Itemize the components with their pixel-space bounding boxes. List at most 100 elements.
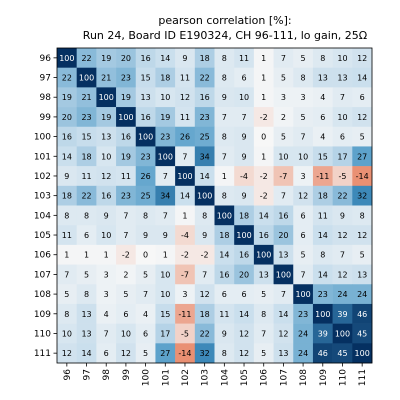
heatmap-cell <box>352 185 373 206</box>
heatmap-cell <box>332 205 353 226</box>
cell-value-label: -14 <box>356 172 369 181</box>
heatmap-cell <box>293 343 314 364</box>
heatmap-cell <box>135 67 156 88</box>
heatmap-cell <box>253 126 274 147</box>
heatmap-cell <box>76 264 97 285</box>
cell-value-label: 9 <box>143 231 148 240</box>
heatmap-cell <box>214 323 235 344</box>
cell-value-label: 8 <box>222 133 227 142</box>
heatmap-cell <box>352 146 373 167</box>
heatmap-cell <box>155 264 176 285</box>
cell-value-label: 8 <box>320 251 325 260</box>
heatmap-cell <box>293 146 314 167</box>
heatmap-cell <box>312 146 333 167</box>
cell-value-label: 2 <box>123 270 128 279</box>
cell-value-label: 13 <box>337 74 347 83</box>
heatmap-cell <box>253 323 274 344</box>
heatmap-cell <box>293 244 314 265</box>
cell-value-label: 26 <box>180 133 190 142</box>
heatmap-cell <box>175 146 196 167</box>
cell-value-label: 8 <box>143 211 148 220</box>
heatmap-cell <box>96 48 117 68</box>
y-tick-label: 96 <box>40 54 52 64</box>
cell-value-label: 9 <box>202 231 207 240</box>
x-tick-label: 102 <box>181 369 191 386</box>
heatmap-cell <box>175 343 196 364</box>
heatmap-cell <box>273 284 294 305</box>
y-tick-label: 97 <box>40 74 51 84</box>
cell-value-label: 14 <box>200 172 210 181</box>
x-tick-label: 99 <box>122 369 132 381</box>
heatmap-cell <box>234 166 255 187</box>
cell-value-label: 7 <box>123 231 128 240</box>
cell-value-label: 8 <box>222 349 227 358</box>
cell-value-label: 3 <box>281 93 286 102</box>
cell-value-label: 14 <box>239 310 249 319</box>
heatmap-cell <box>234 185 255 206</box>
cell-value-label: 7 <box>281 192 286 201</box>
y-tick-label: 98 <box>40 93 52 103</box>
cell-value-label: 5 <box>261 349 266 358</box>
heatmap-cell <box>312 48 333 68</box>
cell-value-label: 7 <box>261 329 266 338</box>
heatmap-cell <box>214 48 235 68</box>
cell-value-label: 1 <box>261 152 266 161</box>
cell-value-label: 14 <box>357 74 367 83</box>
cell-value-label: -11 <box>178 310 191 319</box>
cell-value-label: 16 <box>200 93 210 102</box>
cell-value-label: 39 <box>318 329 328 338</box>
heatmap-cell <box>116 225 137 246</box>
heatmap-cell <box>253 205 274 226</box>
heatmap-cell <box>57 284 77 305</box>
heatmap-cell <box>293 284 314 305</box>
cell-value-label: 10 <box>160 270 170 279</box>
y-tick-label: 107 <box>34 270 51 280</box>
cell-value-label: 12 <box>121 349 131 358</box>
cell-value-label: 4 <box>320 133 325 142</box>
heatmap-cell <box>273 185 294 206</box>
heatmap-cell <box>332 284 353 305</box>
cell-value-label: -2 <box>260 113 268 122</box>
heatmap-cell <box>273 67 294 88</box>
heatmap-cell <box>332 107 353 128</box>
chart-title-line1: pearson correlation [%]: <box>158 14 291 27</box>
x-tick-label: 110 <box>338 369 348 386</box>
cell-value-label: 19 <box>160 113 170 122</box>
cell-value-label: 9 <box>340 211 345 220</box>
cell-value-label: 11 <box>318 211 328 220</box>
cell-value-label: 1 <box>261 54 266 63</box>
cell-value-label: 19 <box>62 93 72 102</box>
cell-value-label: 9 <box>182 54 187 63</box>
heatmap-cell <box>234 284 255 305</box>
heatmap-cell <box>253 284 274 305</box>
heatmap-cell <box>352 48 373 68</box>
cell-value-label: 32 <box>200 349 210 358</box>
cell-value-label: 7 <box>281 290 286 299</box>
cell-value-label: -4 <box>181 231 189 240</box>
heatmap-cell <box>175 303 196 324</box>
heatmap-cell <box>194 126 215 147</box>
cell-value-label: 14 <box>278 310 288 319</box>
cell-value-label: 13 <box>278 251 288 260</box>
cell-value-label: 1 <box>222 172 227 181</box>
cell-value-label: 8 <box>222 74 227 83</box>
heatmap-cell <box>96 107 117 128</box>
cell-value-label: 23 <box>298 310 308 319</box>
heatmap-cell <box>214 166 235 187</box>
cell-value-label: -5 <box>338 172 346 181</box>
cell-value-label: 11 <box>81 172 91 181</box>
cell-value-label: 9 <box>64 172 69 181</box>
cell-value-label: 6 <box>241 74 246 83</box>
heatmap-cell <box>273 146 294 167</box>
cell-value-label: -4 <box>240 172 248 181</box>
heatmap-cell <box>214 343 235 364</box>
cell-value-label: 16 <box>141 113 151 122</box>
cell-value-label: 17 <box>337 152 347 161</box>
cell-value-label: 7 <box>64 270 69 279</box>
heatmap-cell <box>116 67 137 88</box>
cell-value-label: 15 <box>81 133 91 142</box>
heatmap-cell <box>135 264 156 285</box>
cell-value-label: 5 <box>143 349 148 358</box>
cell-value-label: 100 <box>79 74 94 83</box>
cell-value-label: 13 <box>101 133 111 142</box>
